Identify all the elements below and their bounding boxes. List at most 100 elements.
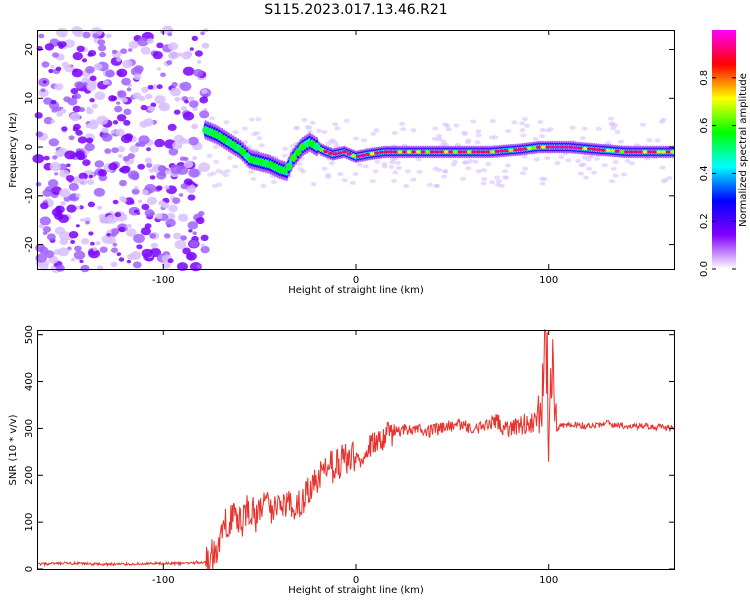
snr-series-line bbox=[37, 328, 674, 570]
spectrogram-noise-cell bbox=[640, 122, 646, 127]
spectrogram-noise-cell bbox=[554, 161, 561, 166]
spectrogram-noise-cell bbox=[580, 162, 587, 167]
spectrogram-noise-cell bbox=[98, 44, 107, 52]
spectrogram-noise-cell bbox=[126, 228, 137, 237]
spectrogram-noise-cell bbox=[396, 166, 402, 170]
spectrogram-noise-cell bbox=[201, 42, 210, 49]
spectrogram-trace-core bbox=[531, 146, 537, 150]
spectrogram-noise-cell bbox=[178, 193, 184, 197]
spectrogram-trace-core bbox=[596, 148, 602, 152]
spectrogram-noise-cell bbox=[442, 169, 449, 174]
spectrogram-noise-cell bbox=[167, 123, 177, 131]
spectrogram-noise-cell bbox=[112, 120, 119, 125]
spectrogram-noise-cell bbox=[64, 150, 76, 160]
spectrogram-noise-cell bbox=[195, 217, 205, 225]
spectrogram-trace-core bbox=[411, 150, 417, 154]
spectrogram-noise-cell bbox=[282, 146, 289, 151]
spectrogram-noise-cell bbox=[106, 214, 118, 224]
spectrogram-trace-core bbox=[355, 154, 361, 158]
spectrogram-noise-cell bbox=[126, 259, 131, 264]
spectrogram-noise-cell bbox=[69, 112, 81, 122]
spectrogram-noise-cell bbox=[232, 130, 239, 135]
spectrogram-noise-cell bbox=[55, 264, 65, 272]
spectrogram-noise-cell bbox=[43, 155, 50, 161]
spectrogram-trace-core bbox=[290, 154, 298, 162]
spectrogram-trace-core bbox=[614, 149, 620, 153]
spectrogram-trace-core bbox=[628, 150, 634, 154]
spectrogram-noise-cell bbox=[177, 262, 188, 271]
spectrogram-noise-cell bbox=[155, 213, 163, 220]
y-tick-label: 400 bbox=[24, 372, 35, 391]
spectrogram-noise-cell bbox=[174, 239, 187, 250]
spectrogram-noise-cell bbox=[306, 125, 313, 130]
spectrogram-noise-cell bbox=[624, 158, 631, 163]
spectrogram-trace-core bbox=[642, 150, 648, 154]
spectrogram-noise-cell bbox=[179, 81, 192, 92]
spectrogram-noise-cell bbox=[188, 136, 199, 146]
spectrogram-noise-cell bbox=[505, 129, 512, 134]
spectrogram-noise-cell bbox=[121, 97, 128, 103]
y-tick-label: 10 bbox=[24, 92, 35, 105]
spectrogram-noise-cell bbox=[94, 91, 106, 100]
spectrogram-noise-cell bbox=[388, 165, 395, 169]
spectrogram-noise-cell bbox=[337, 172, 344, 177]
spectrogram-noise-cell bbox=[594, 156, 600, 161]
spectrogram-noise-cell bbox=[432, 136, 438, 141]
spectrogram-noise-cell bbox=[92, 247, 98, 252]
spectrogram-noise-cell bbox=[168, 51, 179, 60]
spectrogram-noise-cell bbox=[475, 169, 482, 174]
spectrogram-noise-cell bbox=[42, 80, 47, 84]
colorbar-gradient bbox=[712, 30, 736, 269]
spectrogram-noise-cell bbox=[612, 173, 619, 178]
spectrogram-noise-cell bbox=[585, 157, 592, 162]
spectrogram-noise-cell bbox=[524, 123, 530, 128]
spectrogram-noise-cell bbox=[255, 117, 262, 122]
spectrogram-noise-cell bbox=[356, 162, 363, 167]
spectrogram-noise-cell bbox=[410, 128, 417, 133]
spectrogram-trace-core bbox=[605, 148, 611, 152]
spectrogram-noise-cell bbox=[52, 52, 59, 58]
spectrogram-noise-cell bbox=[369, 179, 376, 184]
spectrogram-noise-cell bbox=[452, 159, 458, 164]
spectrogram-noise-cell bbox=[133, 73, 142, 81]
spectrogram-trace-core bbox=[499, 149, 505, 153]
spectrogram-noise-cell bbox=[110, 129, 116, 134]
spectrogram-noise-cell bbox=[343, 118, 350, 123]
spectrogram-noise-cell bbox=[296, 162, 303, 167]
colorbar-tick-label: 0.4 bbox=[699, 165, 710, 181]
spectrogram-x-axis-label: Height of straight line (km) bbox=[288, 285, 424, 296]
spectrogram-noise-cell bbox=[328, 161, 335, 166]
spectrogram-noise-cell bbox=[213, 144, 219, 149]
spectrogram-noise-cell bbox=[44, 43, 55, 51]
spectrogram-noise-cell bbox=[184, 139, 190, 144]
spectrogram-noise-cell bbox=[537, 120, 544, 124]
spectrogram-noise-cell bbox=[192, 231, 197, 235]
spectrogram-noise-cell bbox=[133, 65, 144, 73]
spectrogram-noise-cell bbox=[128, 48, 133, 52]
spectrogram-noise-cell bbox=[59, 169, 70, 178]
spectrogram-noise-cell bbox=[47, 179, 59, 188]
spectrogram-noise-cell bbox=[232, 164, 239, 169]
spectrogram-noise-cell bbox=[188, 168, 200, 178]
spectrogram-noise-cell bbox=[260, 183, 267, 188]
spectrogram-noise-cell bbox=[86, 83, 97, 92]
spectrogram-noise-cell bbox=[166, 212, 176, 220]
spectrogram-noise-cell bbox=[454, 142, 461, 147]
spectrogram-noise-cell bbox=[87, 52, 93, 57]
spectrogram-noise-cell bbox=[609, 179, 615, 184]
spectrogram-trace-core bbox=[434, 150, 440, 154]
spectrogram-noise-cell bbox=[250, 176, 257, 181]
spectrogram-trace-core bbox=[425, 150, 431, 154]
spectrogram-noise-cell bbox=[138, 199, 143, 203]
spectrogram-noise-cell bbox=[99, 51, 106, 58]
spectrogram-noise-cell bbox=[201, 89, 208, 94]
spectrogram-noise-cell bbox=[84, 143, 95, 152]
spectrogram-noise-cell bbox=[489, 180, 496, 185]
spectrogram-noise-cell bbox=[541, 176, 548, 181]
spectrogram-noise-cell bbox=[416, 169, 423, 174]
spectrogram-noise-cell bbox=[140, 46, 151, 55]
spectrogram-noise-cell bbox=[68, 135, 75, 141]
spectrogram-noise-cell bbox=[186, 251, 197, 261]
spectrogram-noise-cell bbox=[140, 227, 151, 236]
snr-x-axis-label: Height of straight line (km) bbox=[288, 585, 424, 596]
